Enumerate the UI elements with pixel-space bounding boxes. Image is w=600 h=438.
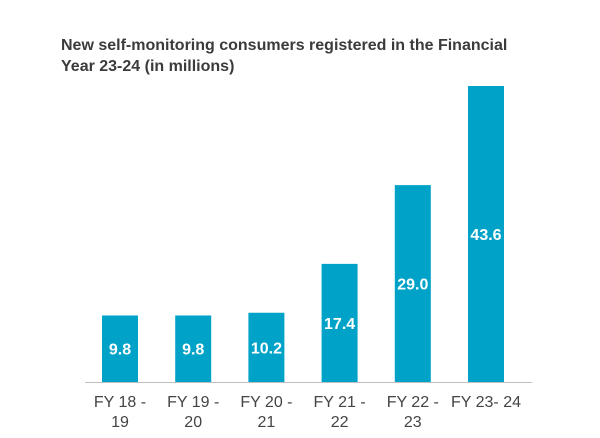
bar-value-label-6: 43.6 — [470, 227, 501, 244]
bar-labels-group: 9.8 9.8 10.2 17.4 29.0 43.6 — [109, 227, 502, 359]
bar-value-label-2: 9.8 — [182, 342, 204, 359]
bar-1 — [102, 315, 138, 382]
x-tick-label-1: FY 18 -19 — [94, 394, 146, 431]
bar-4 — [321, 263, 358, 382]
bar-value-label-5: 29.0 — [397, 277, 428, 294]
bars-group — [102, 86, 504, 382]
bar-3 — [248, 312, 285, 382]
bar-value-label-4: 17.4 — [324, 316, 355, 333]
bar-2 — [175, 315, 212, 382]
bar-5 — [394, 185, 431, 382]
x-tick-label-5: FY 22 -23 — [387, 394, 439, 431]
x-tick-label-3: FY 20 -21 — [240, 394, 292, 431]
x-tick-label-6: FY 23- 24 — [451, 394, 521, 411]
bar-value-label-3: 10.2 — [251, 340, 282, 357]
x-tick-label-2: FY 19 -20 — [167, 394, 219, 431]
x-tick-labels-group: FY 18 -19 FY 19 -20 FY 20 -21 FY 21 -22 FY 2… — [94, 394, 521, 431]
bar-6 — [468, 86, 504, 382]
bar-value-label-1: 9.8 — [109, 342, 131, 359]
x-tick-label-4: FY 21 -22 — [314, 394, 366, 431]
chart-title: New self-monitoring consumers registered… — [61, 37, 508, 75]
